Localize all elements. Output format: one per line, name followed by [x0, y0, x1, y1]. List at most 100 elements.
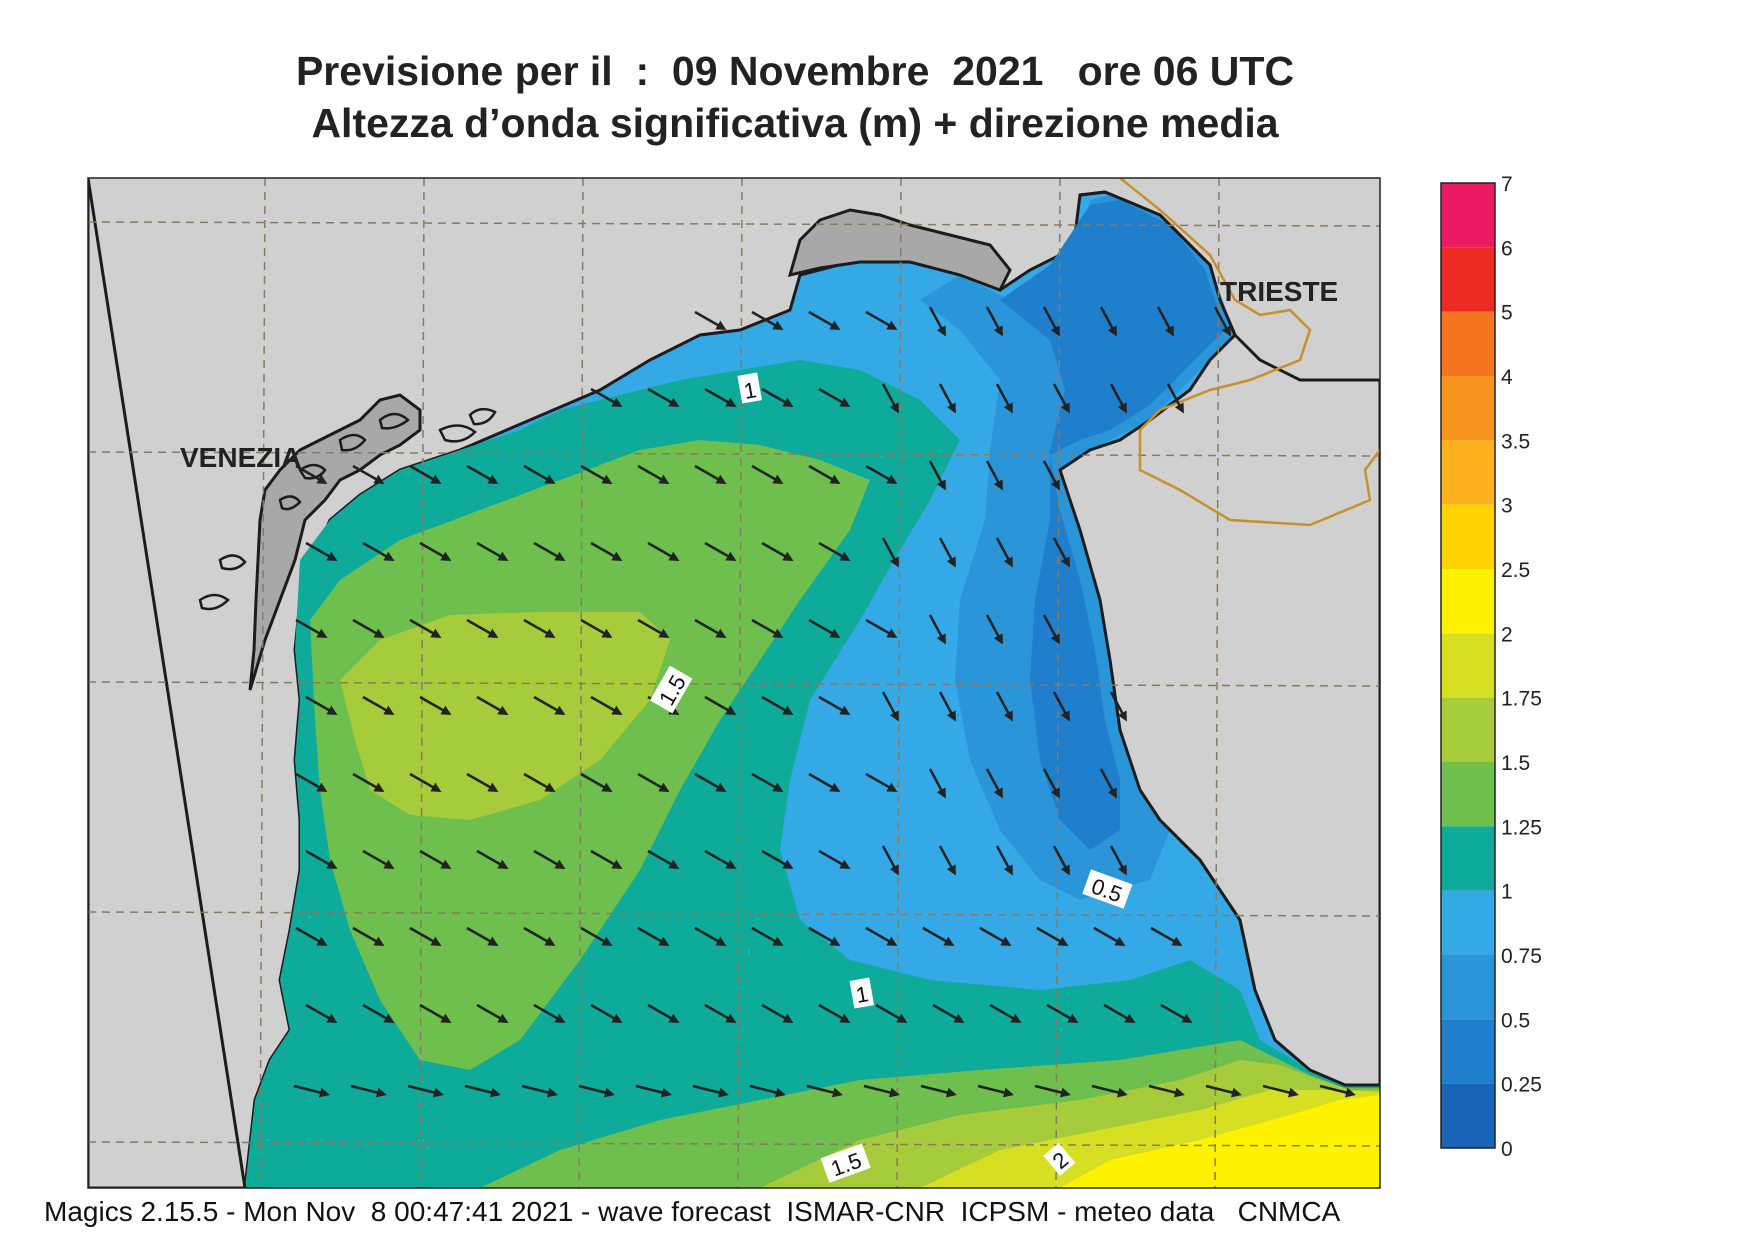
contour-label-4: 1 [854, 981, 870, 1008]
direction-arrow [637, 926, 670, 946]
direction-arrow [476, 849, 509, 869]
direction-arrow [694, 926, 727, 946]
direction-arrow [751, 926, 784, 946]
legend-swatch [1441, 826, 1495, 891]
map-frame [87, 177, 1381, 1189]
direction-arrow [362, 695, 395, 715]
direction-arrow [1156, 306, 1174, 337]
direction-arrow [808, 464, 841, 484]
legend-tick-label: 1 [1501, 881, 1513, 904]
direction-arrow [995, 691, 1013, 722]
legend-swatch [1441, 440, 1495, 505]
direction-arrow [647, 387, 680, 407]
direction-arrow [1046, 1003, 1079, 1023]
direction-arrow [932, 1003, 965, 1023]
graticule [88, 178, 1380, 1188]
direction-arrow [1099, 306, 1117, 337]
direction-arrow [409, 618, 442, 638]
direction-arrow [1166, 383, 1184, 414]
direction-arrow [1091, 1084, 1128, 1098]
direction-arrow [922, 926, 955, 946]
direction-arrow [647, 541, 680, 561]
direction-arrow [920, 1084, 957, 1098]
direction-arrow [305, 695, 338, 715]
direction-arrow [293, 1084, 330, 1098]
direction-arrow [985, 306, 1003, 337]
direction-arrow [362, 1003, 395, 1023]
map-area: 1 1.5 0.5 1 1.5 2 VENEZ [88, 178, 1380, 1188]
direction-arrow [590, 849, 623, 869]
direction-arrow [580, 926, 613, 946]
direction-arrow [1052, 691, 1070, 722]
direction-arrow [466, 464, 499, 484]
direction-arrow [818, 541, 851, 561]
direction-arrow [1099, 768, 1117, 799]
direction-arrow [865, 464, 898, 484]
direction-arrow [761, 695, 794, 715]
legend-tick-label: 4 [1501, 366, 1513, 389]
direction-arrow [523, 618, 556, 638]
direction-arrow [865, 772, 898, 792]
direction-arrow [352, 464, 385, 484]
legend-swatch [1441, 762, 1495, 827]
legend-swatch [1441, 376, 1495, 441]
direction-arrow [305, 849, 338, 869]
legend-swatch [1441, 890, 1495, 955]
direction-arrow [1036, 926, 1069, 946]
direction-arrow [995, 537, 1013, 568]
city-label-trieste: TRIESTE [1220, 276, 1338, 307]
direction-arrows [293, 306, 1356, 1098]
direction-arrow [637, 618, 670, 638]
direction-arrow [464, 1084, 501, 1098]
direction-arrow [1148, 1084, 1185, 1098]
contour-label-1: 1 [742, 377, 758, 404]
national-border [1119, 178, 1380, 527]
direction-arrow [637, 464, 670, 484]
direction-arrow [1052, 537, 1070, 568]
direction-arrow [818, 387, 851, 407]
direction-arrow [818, 849, 851, 869]
direction-arrow [1319, 1084, 1356, 1098]
legend-frame [1440, 182, 1496, 1149]
direction-arrow [295, 772, 328, 792]
direction-arrow [865, 618, 898, 638]
direction-arrow [749, 1084, 786, 1098]
direction-arrow [1262, 1084, 1299, 1098]
direction-arrow [352, 618, 385, 638]
direction-arrow [578, 1084, 615, 1098]
direction-arrow [466, 926, 499, 946]
footer-credits: Magics 2.15.5 - Mon Nov 8 00:47:41 2021 … [44, 1196, 1341, 1227]
direction-arrow [704, 1003, 737, 1023]
direction-arrow [419, 541, 452, 561]
direction-arrow [295, 618, 328, 638]
direction-arrow [881, 537, 899, 568]
direction-arrow [476, 695, 509, 715]
direction-arrow [1042, 306, 1060, 337]
direction-arrow [1034, 1084, 1071, 1098]
direction-arrow [647, 849, 680, 869]
legend-tick-label: 2 [1501, 623, 1513, 646]
direction-arrow [295, 926, 328, 946]
direction-arrow [590, 695, 623, 715]
legend-swatch [1441, 1019, 1495, 1084]
legend-tick-label: 3 [1501, 495, 1513, 518]
direction-arrow [1213, 306, 1231, 337]
direction-arrow [865, 310, 898, 330]
direction-arrow [938, 537, 956, 568]
legend-tick-label: 1.75 [1501, 688, 1542, 711]
legend-tick-label: 5 [1501, 302, 1513, 325]
direction-arrow [751, 464, 784, 484]
direction-arrow [1042, 768, 1060, 799]
legend-tick-label: 1.25 [1501, 816, 1542, 839]
direction-arrow [590, 541, 623, 561]
direction-arrow [806, 1084, 843, 1098]
direction-arrow [1109, 691, 1127, 722]
direction-arrow [761, 849, 794, 869]
direction-arrow [808, 772, 841, 792]
direction-arrow [1052, 383, 1070, 414]
direction-arrow [694, 772, 727, 792]
direction-arrow [881, 383, 899, 414]
direction-arrow [694, 618, 727, 638]
direction-arrow [985, 460, 1003, 491]
legend-tick-label: 0.25 [1501, 1074, 1542, 1097]
